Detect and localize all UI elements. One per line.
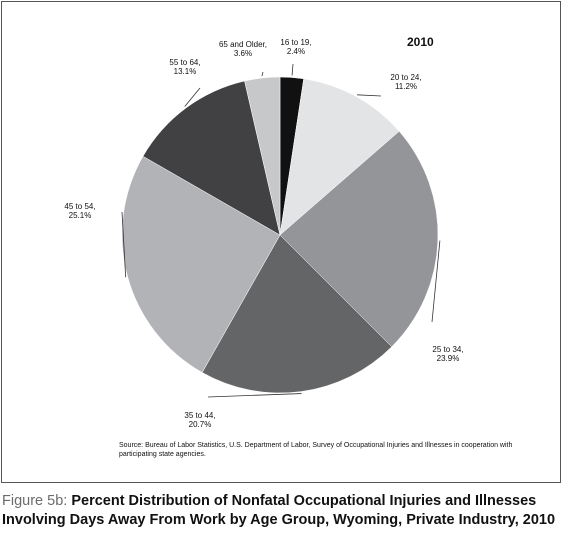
slice-value-2: 23.9%: [437, 354, 460, 363]
slice-value-5: 13.1%: [174, 67, 197, 76]
slice-label-3: 35 to 44,: [184, 411, 215, 420]
slice-label-6: 65 and Older,: [219, 40, 267, 49]
slice-value-3: 20.7%: [189, 420, 212, 429]
slice-label-5: 55 to 64,: [169, 58, 200, 67]
leader-line-6: [261, 71, 264, 77]
figure-title: Percent Distribution of Nonfatal Occupat…: [2, 493, 556, 528]
pie-chart: 16 to 19,2.4% 20 to 24,11.2% 25 to 34,23.9…: [64, 38, 463, 429]
leader-line-1: [357, 94, 382, 97]
slice-label-4: 45 to 54,: [64, 202, 95, 211]
leader-line-0: [291, 63, 294, 76]
leader-line-5: [184, 87, 201, 107]
figure-caption: Figure 5b: Percent Distribution of Nonfa…: [2, 492, 558, 530]
pie-slice-3: [201, 234, 393, 394]
pie-slice-1: [279, 78, 400, 236]
pie-slice-6: [244, 76, 281, 236]
leader-line-4: [121, 211, 127, 278]
figure-label: Figure 5b:: [2, 493, 68, 509]
pie-slice-2: [279, 130, 439, 348]
pie-slice-4: [121, 155, 281, 373]
slice-value-1: 11.2%: [395, 82, 417, 91]
slice-value-0: 2.4%: [287, 47, 305, 56]
source-note: Source: Bureau of Labor Statistics, U.S.…: [119, 442, 513, 458]
leader-line-3: [207, 393, 302, 398]
slice-label-1: 20 to 24,: [390, 73, 421, 82]
chart-title: 2010: [407, 35, 434, 49]
slice-label-2: 25 to 34,: [432, 345, 463, 354]
slice-value-4: 25.1%: [69, 211, 92, 220]
slice-label-0: 16 to 19,: [280, 38, 311, 47]
slice-value-6: 3.6%: [234, 49, 252, 58]
pie-slice-5: [142, 80, 281, 236]
leader-line-2: [431, 240, 441, 323]
